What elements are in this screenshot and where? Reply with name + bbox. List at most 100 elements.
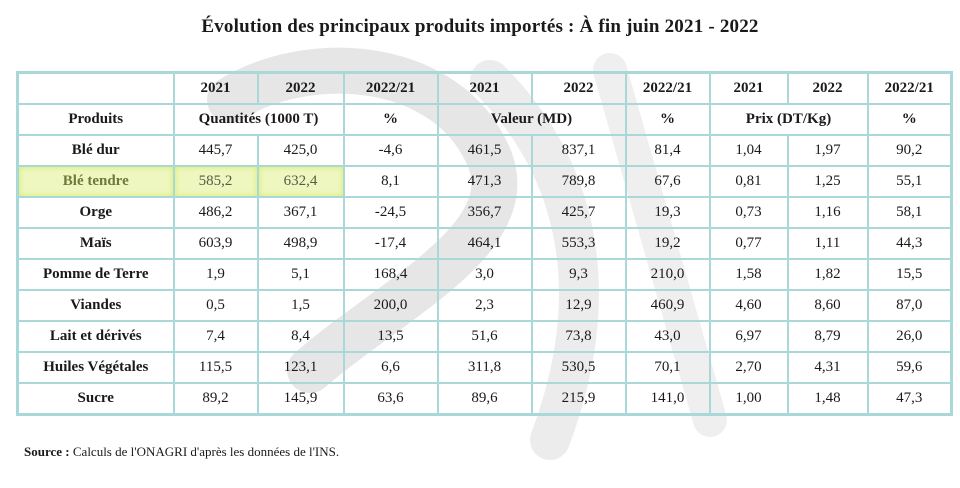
value-cell: 789,8 [530, 165, 627, 198]
header-row-measures: Produits Quantités (1000 T) % Valeur (MD… [16, 103, 953, 136]
source-note: Source : Calculs de l'ONAGRI d'après les… [24, 444, 339, 460]
table-row: Blé dur 445,7 425,0 -4,6 461,5 837,1 81,4 1,04 1… [16, 134, 953, 167]
value-cell: 215,9 [530, 382, 627, 416]
table-row: Blé tendre 585,2 632,4 8,1 471,3 789,8 67,6 0,8… [16, 165, 953, 198]
value-cell: 445,7 [172, 134, 259, 167]
value-cell: 1,5 [256, 289, 345, 322]
value-cell: 43,0 [624, 320, 711, 353]
value-cell: 553,3 [530, 227, 627, 260]
header-empty-cell [16, 71, 175, 105]
header-prix: Prix (DT/Kg) [708, 103, 869, 136]
value-cell: 8,60 [786, 289, 869, 322]
value-cell: 90,2 [866, 134, 953, 167]
value-cell: 73,8 [530, 320, 627, 353]
value-cell: 9,3 [530, 258, 627, 291]
table-row: Huiles Végétales 115,5 123,1 6,6 311,8 530,5 7… [16, 351, 953, 384]
value-cell: 585,2 [172, 165, 259, 198]
value-cell: 8,4 [256, 320, 345, 353]
value-cell: 115,5 [172, 351, 259, 384]
header-pct-quantites: % [342, 103, 439, 136]
header-quantites: Quantités (1000 T) [172, 103, 345, 136]
table-row: Pomme de Terre 1,9 5,1 168,4 3,0 9,3 210,0 1,58… [16, 258, 953, 291]
product-name-cell: Sucre [16, 382, 175, 416]
value-cell: 59,6 [866, 351, 953, 384]
value-cell: 464,1 [436, 227, 533, 260]
value-cell: 51,6 [436, 320, 533, 353]
value-cell: 13,5 [342, 320, 439, 353]
value-cell: 1,58 [708, 258, 789, 291]
value-cell: 7,4 [172, 320, 259, 353]
product-name-cell: Pomme de Terre [16, 258, 175, 291]
value-cell: 1,11 [786, 227, 869, 260]
value-cell: 200,0 [342, 289, 439, 322]
value-cell: 837,1 [530, 134, 627, 167]
page-title: Évolution des principaux produits import… [201, 16, 759, 37]
header-year-cell: 2022 [786, 71, 869, 105]
header-row-years: 2021 2022 2022/21 2021 2022 2022/21 2021… [16, 71, 953, 105]
product-name-cell: Blé dur [16, 134, 175, 167]
value-cell: 19,2 [624, 227, 711, 260]
value-cell: 87,0 [866, 289, 953, 322]
value-cell: 356,7 [436, 196, 533, 229]
value-cell: 81,4 [624, 134, 711, 167]
value-cell: 55,1 [866, 165, 953, 198]
product-name-cell: Maïs [16, 227, 175, 260]
value-cell: 89,6 [436, 382, 533, 416]
value-cell: 1,82 [786, 258, 869, 291]
value-cell: 425,0 [256, 134, 345, 167]
value-cell: 0,77 [708, 227, 789, 260]
value-cell: 1,48 [786, 382, 869, 416]
product-name-cell: Huiles Végétales [16, 351, 175, 384]
value-cell: 1,97 [786, 134, 869, 167]
value-cell: 19,3 [624, 196, 711, 229]
value-cell: 6,6 [342, 351, 439, 384]
value-cell: 632,4 [256, 165, 345, 198]
value-cell: 2,3 [436, 289, 533, 322]
value-cell: 425,7 [530, 196, 627, 229]
value-cell: 58,1 [866, 196, 953, 229]
value-cell: 1,04 [708, 134, 789, 167]
product-name-cell: Lait et dérivés [16, 320, 175, 353]
value-cell: 141,0 [624, 382, 711, 416]
source-label: Source : [24, 444, 70, 459]
imports-table: 2021 2022 2022/21 2021 2022 2022/21 2021… [16, 71, 953, 416]
value-cell: 0,73 [708, 196, 789, 229]
value-cell: 1,9 [172, 258, 259, 291]
value-cell: 0,81 [708, 165, 789, 198]
header-year-cell: 2021 [436, 71, 533, 105]
header-valeur: Valeur (MD) [436, 103, 627, 136]
product-name-cell: Orge [16, 196, 175, 229]
header-year-cell: 2022/21 [624, 71, 711, 105]
header-year-cell: 2022 [256, 71, 345, 105]
value-cell: 1,00 [708, 382, 789, 416]
value-cell: 145,9 [256, 382, 345, 416]
value-cell: 210,0 [624, 258, 711, 291]
product-name-cell: Viandes [16, 289, 175, 322]
value-cell: -17,4 [342, 227, 439, 260]
value-cell: 44,3 [866, 227, 953, 260]
value-cell: 486,2 [172, 196, 259, 229]
value-cell: 4,60 [708, 289, 789, 322]
table-row: Maïs 603,9 498,9 -17,4 464,1 553,3 19,2 0,77 1,1… [16, 227, 953, 260]
table-row: Lait et dérivés 7,4 8,4 13,5 51,6 73,8 43,0 6,9… [16, 320, 953, 353]
value-cell: 8,79 [786, 320, 869, 353]
value-cell: 460,9 [624, 289, 711, 322]
value-cell: 461,5 [436, 134, 533, 167]
value-cell: 70,1 [624, 351, 711, 384]
header-year-cell: 2022 [530, 71, 627, 105]
value-cell: 6,97 [708, 320, 789, 353]
table-row: Orge 486,2 367,1 -24,5 356,7 425,7 19,3 0,73 1,1… [16, 196, 953, 229]
header-year-cell: 2021 [172, 71, 259, 105]
value-cell: 26,0 [866, 320, 953, 353]
value-cell: 311,8 [436, 351, 533, 384]
value-cell: 1,16 [786, 196, 869, 229]
value-cell: 5,1 [256, 258, 345, 291]
value-cell: 15,5 [866, 258, 953, 291]
value-cell: 603,9 [172, 227, 259, 260]
value-cell: 168,4 [342, 258, 439, 291]
value-cell: 1,25 [786, 165, 869, 198]
value-cell: 123,1 [256, 351, 345, 384]
header-year-cell: 2022/21 [866, 71, 953, 105]
value-cell: 3,0 [436, 258, 533, 291]
header-pct-valeur: % [624, 103, 711, 136]
